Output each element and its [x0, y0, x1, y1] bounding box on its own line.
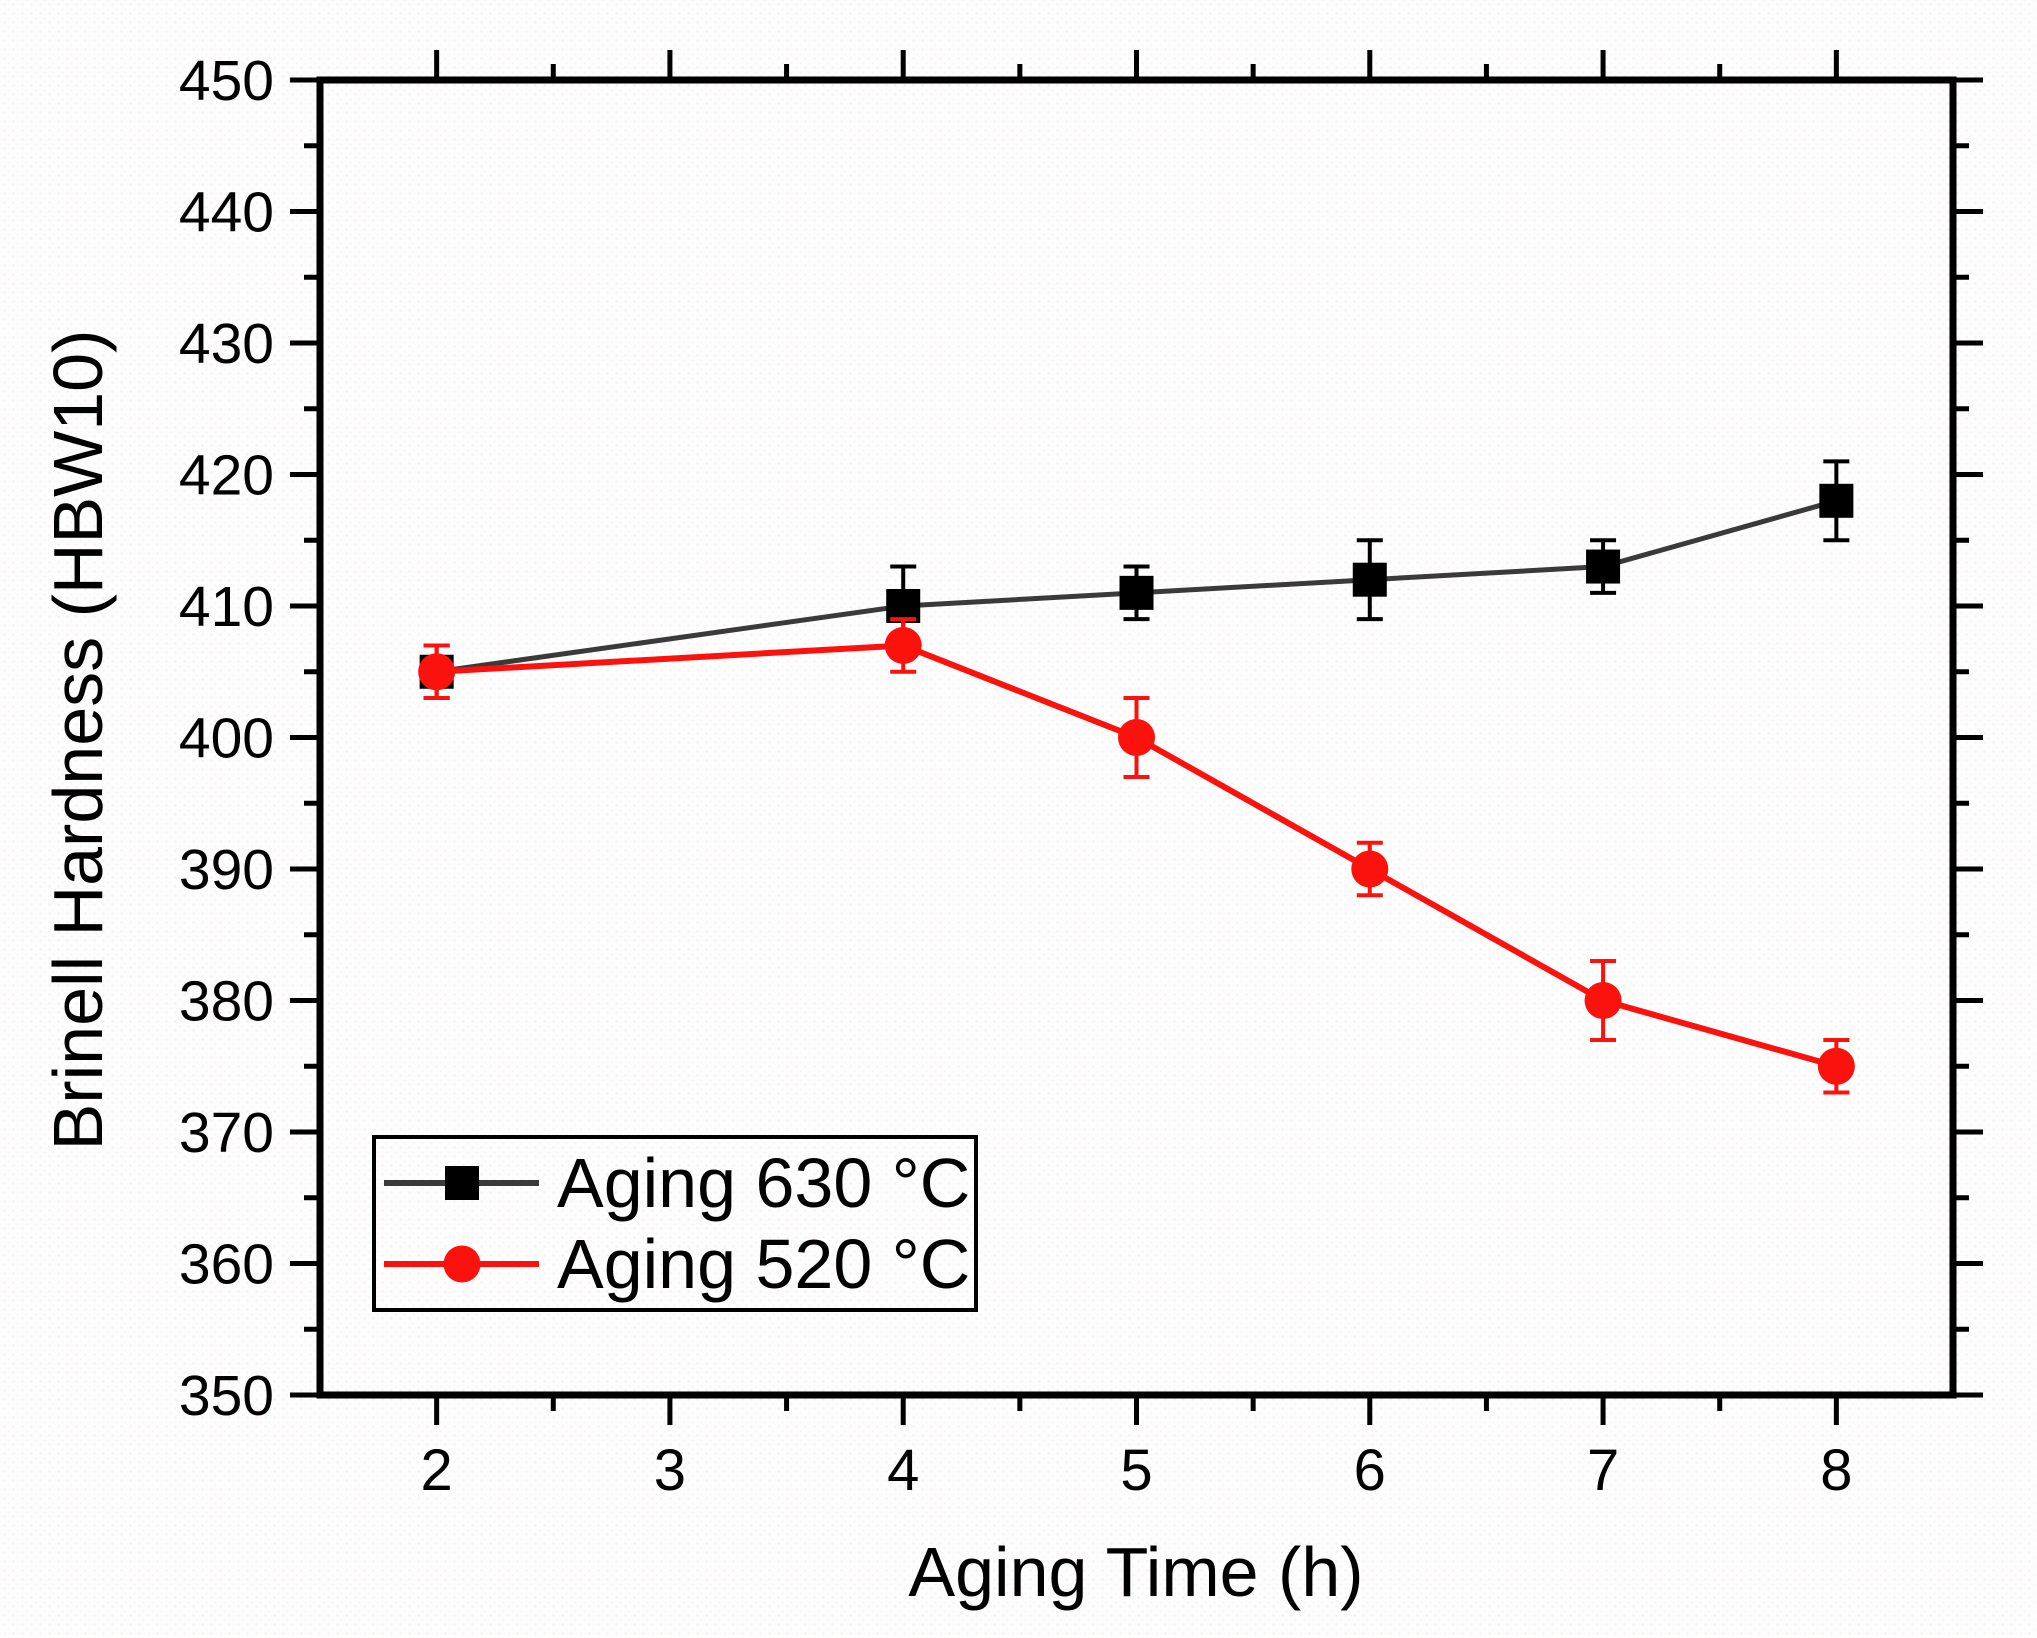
data-point-square — [1119, 575, 1154, 610]
x-tick-label: 8 — [1820, 1438, 1852, 1503]
data-point-circle — [1817, 1047, 1855, 1085]
data-point-circle — [884, 626, 922, 664]
series-aging-520 — [418, 617, 1855, 1095]
y-tick-label: 410 — [179, 575, 274, 639]
y-axis-tick-labels: 350 360 370 380 390 400 410 420 430 440 450 — [179, 49, 274, 1428]
square-marker-icon — [445, 1166, 479, 1201]
x-axis-tick-labels: 2 3 4 5 6 7 8 — [421, 1438, 1853, 1503]
data-point-circle — [1351, 850, 1389, 888]
axis-ticks — [290, 50, 1983, 1425]
circle-marker-icon — [443, 1245, 481, 1283]
data-point-circle — [418, 653, 456, 691]
data-point-square — [1819, 483, 1854, 518]
x-tick-label: 4 — [887, 1438, 919, 1503]
legend-item-aging-520: Aging 520 °C — [376, 1225, 974, 1303]
x-tick-label: 7 — [1587, 1438, 1619, 1503]
y-tick-label: 420 — [179, 444, 274, 508]
y-tick-label: 370 — [179, 1101, 274, 1165]
data-point-square — [1586, 549, 1621, 584]
y-tick-label: 400 — [179, 707, 274, 771]
y-tick-label: 450 — [179, 49, 274, 113]
y-tick-label: 380 — [179, 970, 274, 1034]
y-tick-label: 390 — [179, 838, 274, 902]
x-tick-label: 2 — [421, 1438, 453, 1503]
data-point-circle — [1584, 982, 1622, 1019]
series-line — [436, 498, 1838, 675]
x-tick-label: 6 — [1354, 1438, 1386, 1503]
legend-item-aging-630: Aging 630 °C — [376, 1144, 974, 1222]
y-tick-label: 360 — [179, 1233, 274, 1297]
legend-sample-aging-520 — [376, 1242, 539, 1286]
x-tick-label: 5 — [1120, 1438, 1152, 1503]
x-axis-title: Aging Time (h) — [908, 1533, 1364, 1611]
legend-sample-aging-630 — [376, 1161, 539, 1205]
y-tick-label: 440 — [179, 181, 274, 245]
y-tick-label: 350 — [179, 1364, 274, 1428]
x-tick-label: 3 — [654, 1438, 686, 1503]
y-tick-label: 430 — [179, 312, 274, 376]
data-point-square — [1352, 562, 1387, 597]
legend-label-aging-630: Aging 630 °C — [557, 1144, 971, 1223]
y-axis-title: Brinell Hardness (HBW10) — [39, 329, 117, 1151]
data-point-circle — [1118, 719, 1155, 756]
series-line — [436, 642, 1838, 1070]
legend: Aging 630 °C Aging 520 °C — [372, 1135, 978, 1312]
series-aging-630 — [419, 459, 1854, 701]
legend-label-aging-520: Aging 520 °C — [557, 1224, 971, 1303]
